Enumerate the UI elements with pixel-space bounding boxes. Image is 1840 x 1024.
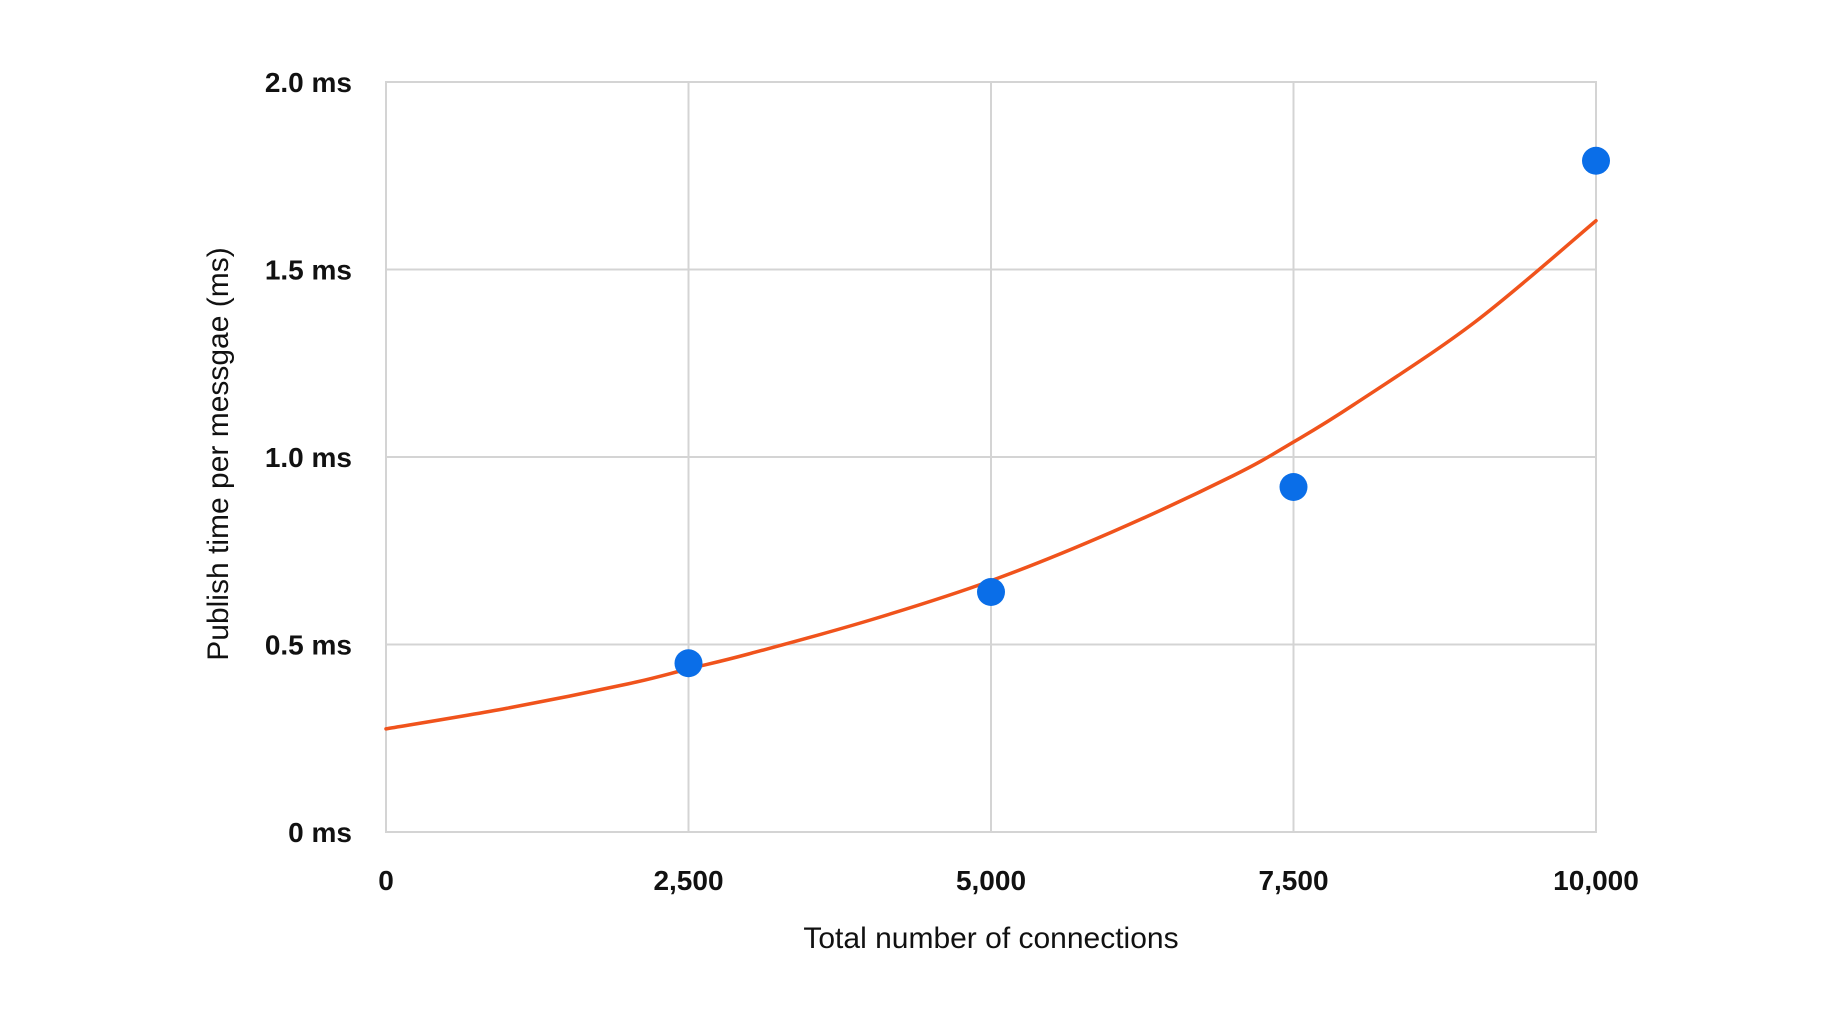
- x-tick-label: 2,500: [653, 865, 723, 896]
- data-point: [1279, 473, 1308, 501]
- plot-frame: [385, 81, 1597, 833]
- y-axis-ticks: 0 ms 0.5 ms 1.0 ms 1.5 ms 2.0 ms: [265, 67, 352, 848]
- grid-layer: [385, 81, 1597, 833]
- trendline: [384, 219, 1598, 731]
- trendline-layer: [384, 219, 1598, 731]
- y-tick-label: 0.5 ms: [265, 630, 352, 661]
- x-tick-label: 5,000: [956, 865, 1026, 896]
- x-axis-title: Total number of connections: [803, 922, 1178, 955]
- x-tick-label: 7,500: [1258, 865, 1328, 896]
- x-tick-label: 10,000: [1553, 865, 1639, 896]
- data-point: [977, 578, 1005, 606]
- y-tick-label: 0 ms: [288, 817, 352, 848]
- data-point: [1582, 146, 1610, 175]
- x-tick-label: 0: [378, 865, 394, 896]
- y-tick-label: 1.5 ms: [265, 255, 352, 286]
- y-axis-title: Publish time per messgae (ms): [202, 247, 235, 660]
- data-points-layer: [674, 146, 1610, 678]
- y-tick-label: 2.0 ms: [265, 67, 352, 98]
- plot-area-border: [385, 81, 1597, 833]
- data-point: [674, 649, 703, 678]
- x-axis-ticks: 0 2,500 5,000 7,500 10,000: [378, 865, 1639, 896]
- y-tick-label: 1.0 ms: [265, 442, 352, 473]
